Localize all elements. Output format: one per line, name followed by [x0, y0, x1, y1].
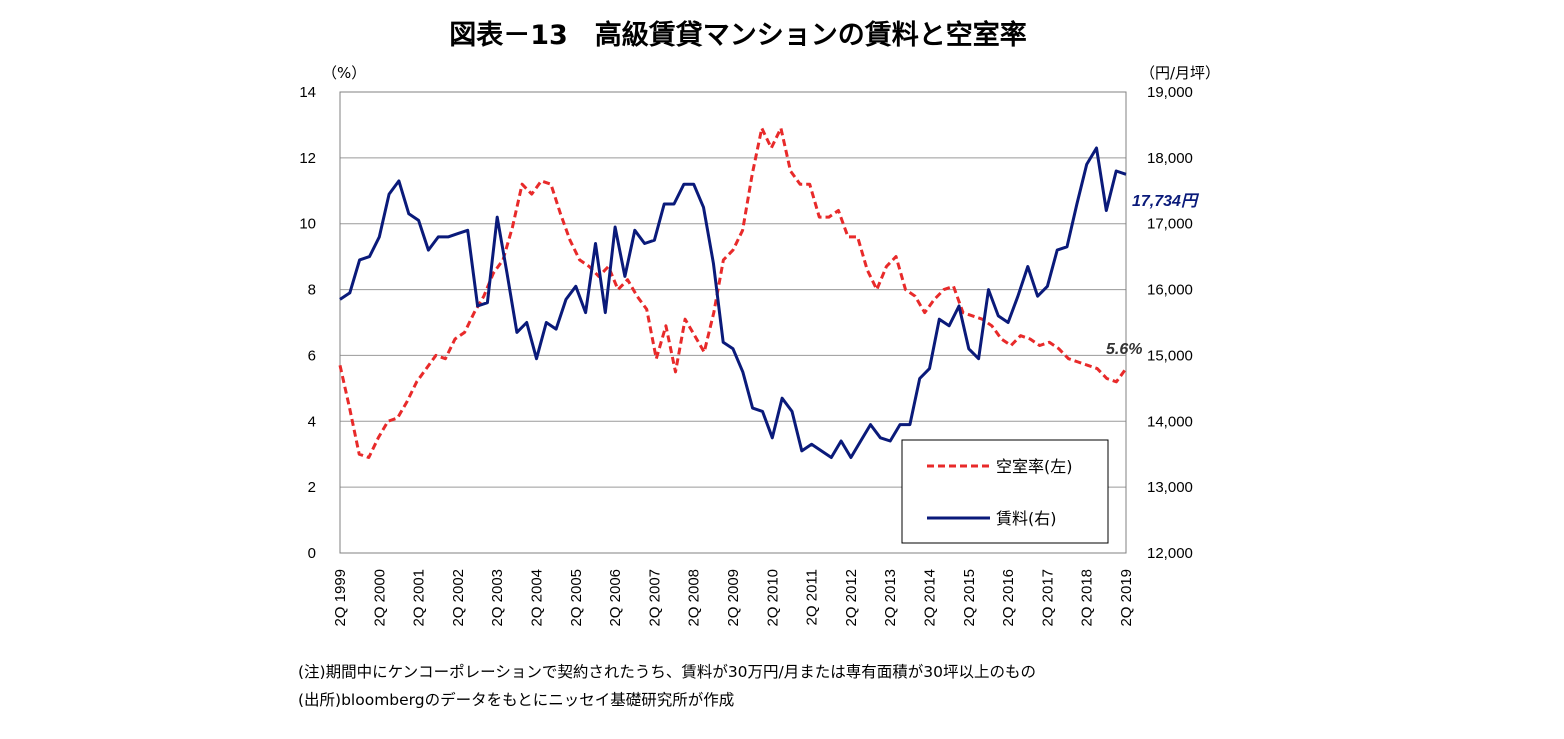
x-axis-ticks: 2Q 1999 2Q 2000 2Q 2001 2Q 2002 2Q 2003 2Q 20…: [332, 569, 1135, 627]
left-tick-label: 4: [308, 413, 316, 430]
x-tick-label: 2Q 2006: [607, 569, 624, 627]
x-tick-label: 2Q 2016: [1000, 569, 1017, 627]
left-tick-label: 8: [308, 282, 316, 299]
x-tick-label: 2Q 2001: [411, 569, 428, 627]
rent-line: [339, 146, 1127, 459]
x-tick-label: 2Q 2007: [646, 569, 663, 627]
left-axis-unit: （%）: [322, 64, 366, 82]
rent-end-label: 17,734円: [1132, 193, 1200, 210]
x-tick-label: 2Q 2010: [764, 569, 781, 627]
x-tick-label: 2Q 2012: [843, 569, 860, 627]
legend-rent-label: 賃料(右): [996, 509, 1057, 528]
right-tick-label: 18,000: [1147, 150, 1193, 167]
left-tick-label: 0: [308, 545, 316, 562]
right-tick-label: 13,000: [1147, 479, 1193, 496]
vacancy-end-label: 5.6%: [1106, 341, 1142, 358]
x-tick-label: 2Q 2013: [882, 569, 899, 627]
x-tick-label: 2Q 2002: [450, 569, 467, 627]
x-tick-label: 2Q 1999: [332, 569, 349, 627]
left-tick-label: 2: [308, 479, 316, 496]
left-tick-label: 14: [299, 84, 316, 101]
left-axis-ticks: 0 2 4 6 8 10 12 14: [299, 84, 316, 562]
x-tick-label: 2Q 2014: [922, 569, 939, 627]
x-tick-label: 2Q 2004: [529, 569, 546, 627]
x-tick-label: 2Q 2008: [686, 569, 703, 627]
right-tick-label: 16,000: [1147, 282, 1193, 299]
vacancy-rate-line: [338, 126, 1128, 459]
x-tick-label: 2Q 2005: [568, 569, 585, 627]
x-tick-label: 2Q 2009: [725, 569, 742, 627]
series-lines: [338, 126, 1128, 459]
x-tick-label: 2Q 2000: [371, 569, 388, 627]
left-tick-label: 12: [299, 150, 316, 167]
right-tick-label: 17,000: [1147, 216, 1193, 233]
left-tick-label: 10: [299, 216, 316, 233]
right-tick-label: 19,000: [1147, 84, 1193, 101]
right-tick-label: 14,000: [1147, 413, 1193, 430]
x-tick-label: 2Q 2011: [804, 569, 821, 625]
right-axis-ticks: 12,000 13,000 14,000 15,000 16,000 17,000 18,0…: [1147, 84, 1193, 562]
legend-box: [901, 439, 1109, 544]
right-tick-label: 12,000: [1147, 545, 1193, 562]
x-tick-label: 2Q 2019: [1118, 569, 1135, 627]
plot-area-frame: [339, 91, 1127, 554]
left-tick-label: 6: [308, 347, 316, 364]
right-tick-label: 15,000: [1147, 347, 1193, 364]
right-axis-unit: （円/月坪）: [1140, 64, 1220, 82]
legend-vacancy-label: 空室率(左): [996, 457, 1073, 476]
x-tick-label: 2Q 2015: [961, 569, 978, 627]
source-text: (出所)bloombergのデータをもとにニッセイ基礎研究所が作成: [298, 691, 735, 709]
x-tick-label: 2Q 2017: [1039, 569, 1056, 627]
x-tick-label: 2Q 2003: [489, 569, 506, 627]
note-text: (注)期間中にケンコーポレーションで契約されたうち、賃料が30万円/月または専有…: [298, 663, 1036, 681]
chart-title: 図表－13 高級賃貸マンションの賃料と空室率: [449, 19, 1027, 51]
legend: 空室率(左) 賃料(右): [901, 439, 1109, 544]
x-tick-label: 2Q 2018: [1079, 569, 1096, 627]
